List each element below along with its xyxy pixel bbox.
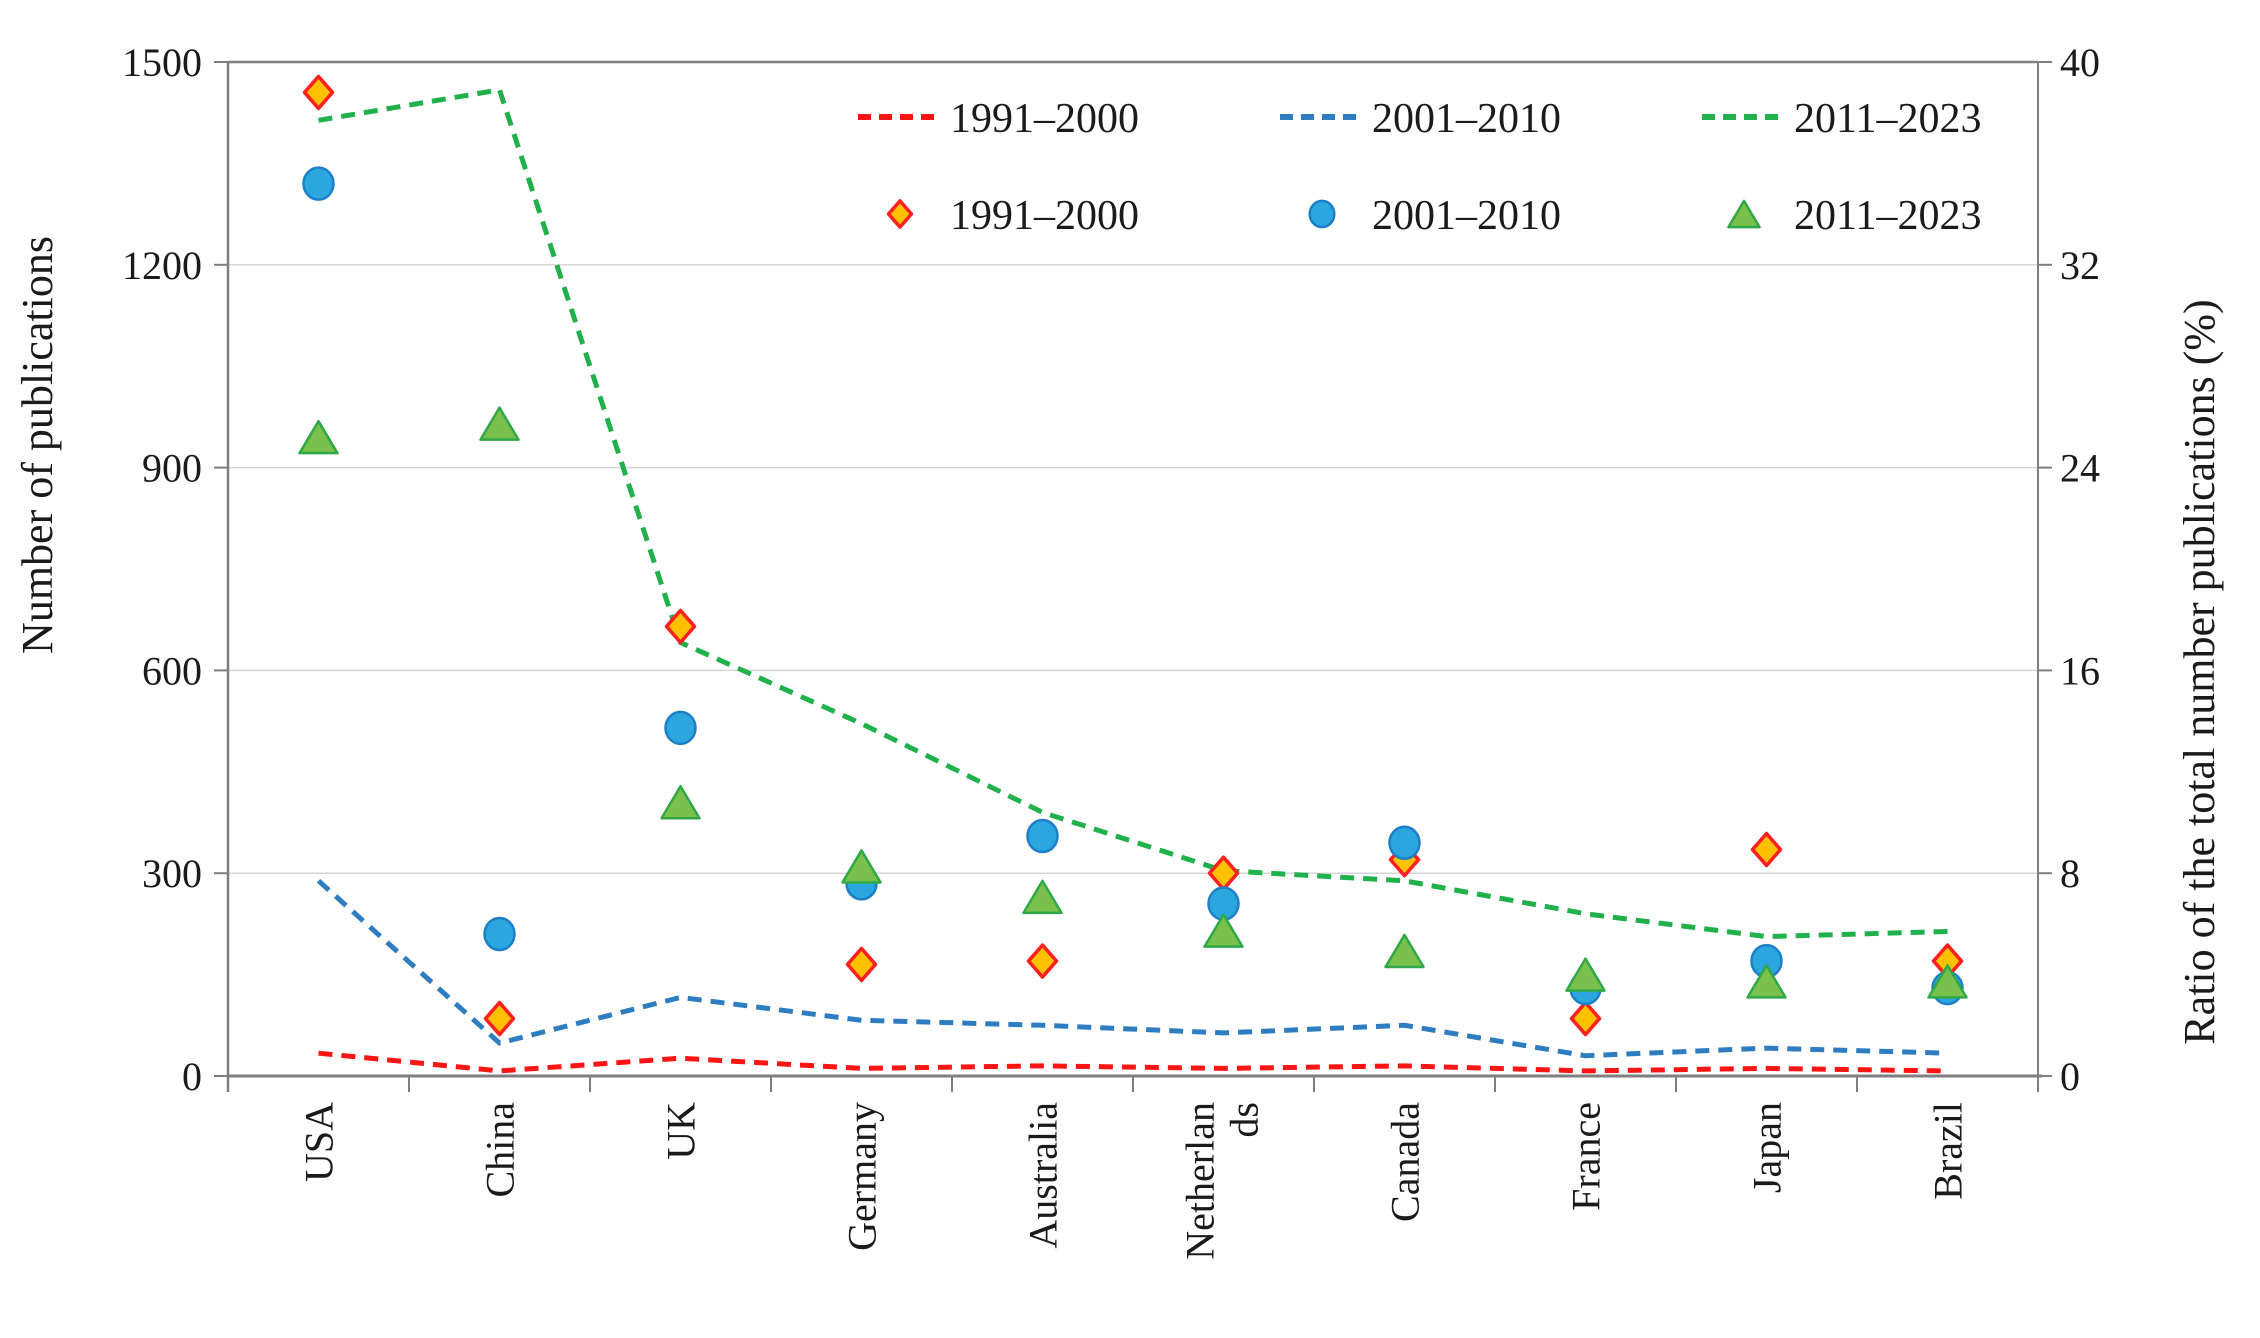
data-point-triangle <box>1565 957 1606 992</box>
right-axis-tick-label: 16 <box>2060 648 2100 693</box>
axis-tick-labels: 0 300 600 900 1200 1500 0 8 16 24 32 40 USA China UK Ge… <box>122 40 2100 1260</box>
axes <box>214 60 2052 1092</box>
right-axis-tick-label: 40 <box>2060 40 2100 85</box>
data-point-triangle <box>1022 879 1063 915</box>
right-axis-tick-label: 32 <box>2060 243 2100 288</box>
marker-series-circle <box>302 166 1964 1006</box>
data-point-diamond <box>302 74 335 111</box>
ratio-line-2001-2010 <box>316 878 1948 1059</box>
data-point-triangle <box>1384 933 1425 969</box>
data-point-diamond <box>1207 855 1240 891</box>
publication-marker-series <box>298 74 1968 1037</box>
marker-series-triangle <box>298 406 1968 999</box>
data-point-triangle <box>298 419 339 455</box>
data-point-diamond <box>664 608 697 645</box>
ratio-line-1991-2000 <box>318 1050 1948 1074</box>
data-point-triangle <box>479 406 520 441</box>
left-axis-tick-label: 0 <box>182 1054 202 1099</box>
right-axis-tick-label: 8 <box>2060 851 2080 896</box>
data-point-diamond <box>886 199 914 229</box>
ratio-line-series <box>316 87 1948 1074</box>
data-point-diamond <box>1750 831 1783 868</box>
left-axis-tick-label: 300 <box>142 851 202 896</box>
legend-marker-label: 2011–2023 <box>1794 193 1981 239</box>
legend-marker-label: 2001–2010 <box>1372 193 1561 239</box>
right-axis-tick-label: 24 <box>2060 446 2100 491</box>
data-point-circle <box>302 166 335 201</box>
data-point-diamond <box>1569 1000 1602 1037</box>
left-axis-tick-label: 600 <box>142 648 202 693</box>
data-point-diamond <box>1026 943 1059 979</box>
data-point-circle <box>664 710 697 746</box>
x-axis-category-label: China <box>478 1102 523 1198</box>
left-axis-tick-label: 900 <box>142 446 202 491</box>
data-point-circle <box>1308 199 1336 229</box>
left-axis-title: Number of publications <box>13 236 62 654</box>
data-point-triangle <box>1727 199 1761 229</box>
legend-line-label: 2011–2023 <box>1794 96 1981 142</box>
legend-marker-label: 1991–2000 <box>950 193 1139 239</box>
right-axis-title: Ratio of the total number publications (… <box>2175 299 2224 1044</box>
marker-series-diamond <box>302 74 1964 1037</box>
x-axis-category-label: Canada <box>1383 1102 1428 1222</box>
legend: 1991–2000 2001–2010 2011–2023 1991–2000 2001… <box>858 96 1981 239</box>
right-axis-tick-label: 0 <box>2060 1054 2080 1099</box>
data-point-triangle <box>1203 913 1244 948</box>
x-axis-category-label: Australia <box>1021 1102 1066 1249</box>
x-axis-category-label: USA <box>297 1102 342 1182</box>
legend-line-label: 2001–2010 <box>1372 96 1561 142</box>
x-axis-category-label: Japan <box>1745 1102 1790 1193</box>
data-point-triangle <box>1927 964 1968 999</box>
x-axis-category-label: France <box>1564 1102 1609 1211</box>
x-axis-category-label: ds <box>1222 1102 1267 1138</box>
left-axis-tick-label: 1200 <box>122 243 202 288</box>
data-point-circle <box>1388 825 1421 861</box>
left-axis-tick-label: 1500 <box>122 40 202 85</box>
x-axis-category-label: Germany <box>840 1102 885 1251</box>
data-point-circle <box>1026 818 1059 854</box>
legend-line-label: 1991–2000 <box>950 96 1139 142</box>
data-point-triangle <box>841 849 882 884</box>
data-point-triangle <box>1746 964 1787 999</box>
data-point-diamond <box>483 1000 516 1037</box>
data-point-triangle <box>660 784 701 820</box>
gridlines <box>228 264 2038 874</box>
data-point-diamond <box>845 946 878 983</box>
data-point-circle <box>483 916 516 952</box>
x-axis-category-label: Netherlan <box>1178 1102 1223 1260</box>
x-axis-category-label: UK <box>659 1102 704 1160</box>
x-axis-category-label: Brazil <box>1926 1102 1971 1200</box>
